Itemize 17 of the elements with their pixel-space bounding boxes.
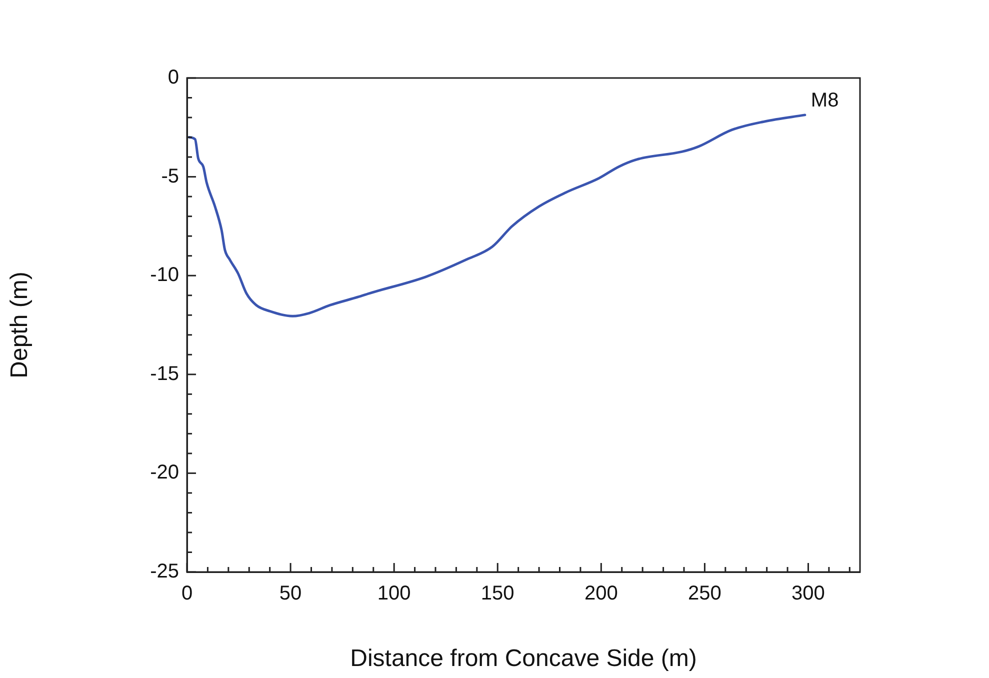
y-axis-title: Depth (m)	[6, 272, 34, 378]
y-tick-label: -5	[161, 165, 179, 188]
y-tick-label: -10	[150, 264, 179, 286]
x-tick-label: 200	[584, 582, 618, 605]
y-tick-label: -15	[150, 362, 179, 385]
x-axis-title: Distance from Concave Side (m)	[350, 645, 697, 672]
x-tick-label: 300	[792, 582, 825, 605]
x-tick-label: 150	[480, 582, 514, 605]
x-tick-label: 100	[377, 582, 411, 605]
series-label: M8	[810, 89, 839, 112]
y-tick-label: -20	[150, 462, 179, 484]
x-tick-label: 0	[181, 582, 193, 605]
y-tick-label: 0	[168, 66, 179, 89]
y-tick-label: -25	[150, 560, 179, 583]
x-tick-label: 50	[279, 582, 302, 605]
x-tick-label: 250	[688, 582, 722, 605]
line-series	[188, 114, 806, 318]
